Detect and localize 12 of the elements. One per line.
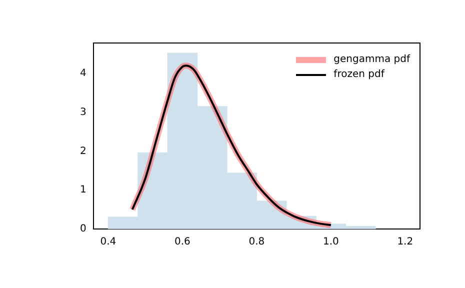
x-tick-label: 1.0 xyxy=(322,236,339,248)
x-tick-label: 1.2 xyxy=(397,236,414,248)
y-tick-label: 2 xyxy=(80,146,86,157)
legend-label: gengamma pdf xyxy=(334,53,410,67)
x-tick-label: 0.6 xyxy=(174,236,190,248)
legend-label: frozen pdf xyxy=(334,68,384,82)
y-tick-label: 3 xyxy=(80,106,86,118)
y-tick-label: 4 xyxy=(80,68,86,79)
y-tick-label: 0 xyxy=(80,224,86,235)
y-tick-label: 1 xyxy=(80,184,86,196)
x-tick-label: 0.8 xyxy=(248,236,265,248)
x-tick-label: 0.4 xyxy=(100,236,116,248)
